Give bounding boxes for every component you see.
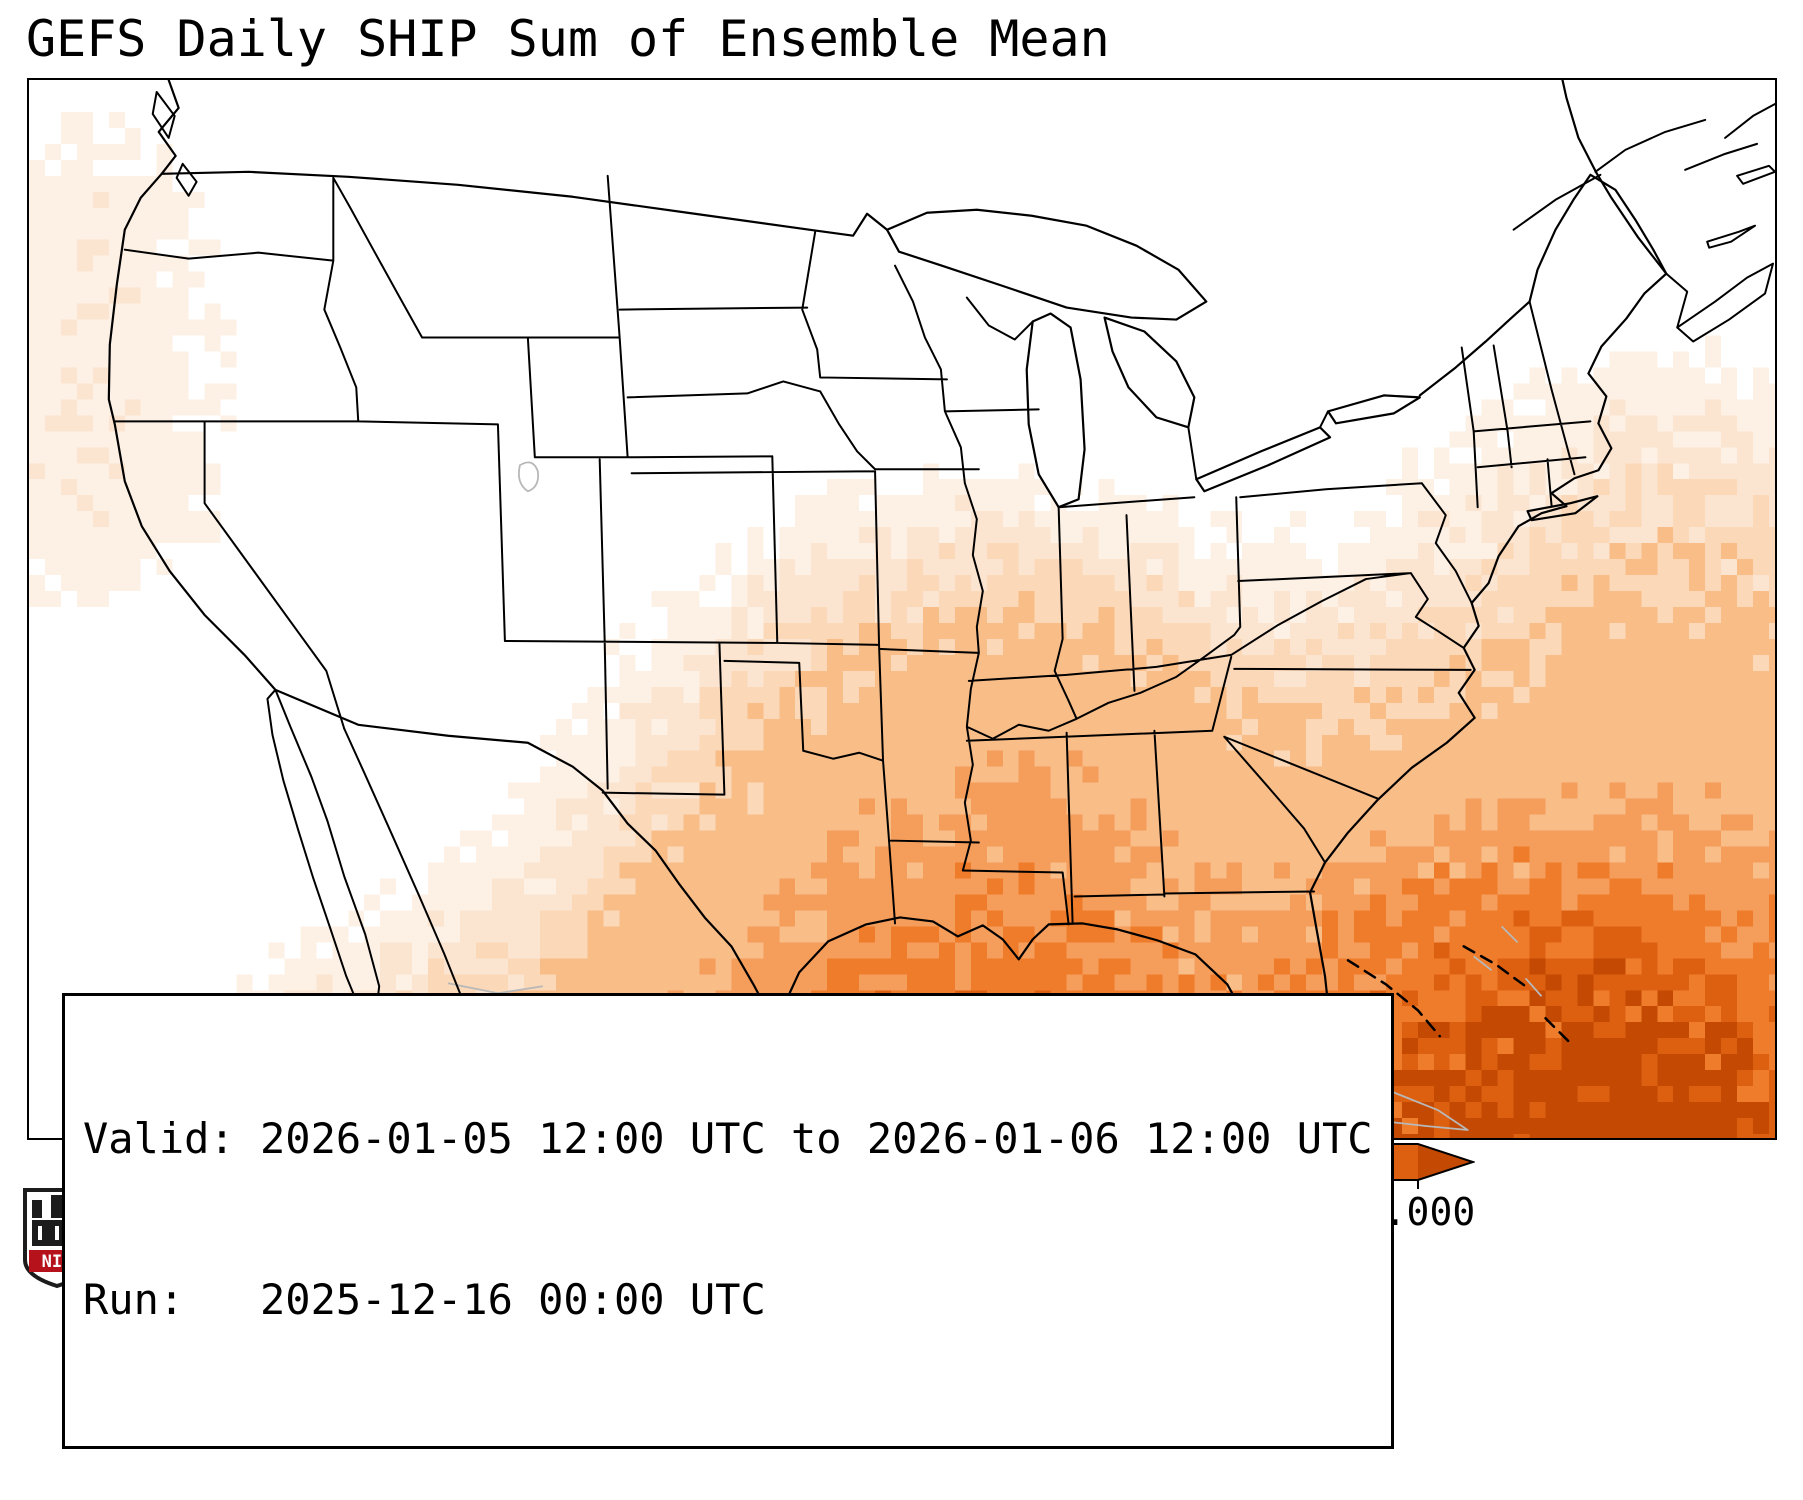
great-lakes	[885, 208, 1421, 509]
map-frame: Valid: 2026-01-05 12:00 UTC to 2026-01-0…	[27, 78, 1777, 1449]
canada-coast-northeast	[1512, 102, 1775, 343]
valid-run-info-box: Valid: 2026-01-05 12:00 UTC to 2026-01-0…	[62, 993, 1394, 1449]
canada-border-east	[1418, 173, 1668, 397]
great-salt-lake	[517, 461, 540, 493]
valid-line: Valid: 2026-01-05 12:00 UTC to 2026-01-0…	[83, 1113, 1373, 1163]
us-coast-outline	[107, 80, 1668, 1112]
geography	[107, 80, 1775, 1138]
pacific-islands	[151, 90, 198, 197]
figure-title: GEFS Daily SHIP Sum of Ensemble Mean	[26, 10, 1110, 68]
long-island	[1526, 495, 1599, 522]
ship-shading-layer	[29, 111, 1775, 1138]
canada-border-west	[160, 170, 889, 237]
run-line: Run: 2025-12-16 00:00 UTC	[83, 1274, 766, 1324]
us-map	[29, 80, 1775, 1138]
maritime-dashed-line	[1314, 945, 1572, 1126]
state-borders	[113, 174, 1592, 926]
